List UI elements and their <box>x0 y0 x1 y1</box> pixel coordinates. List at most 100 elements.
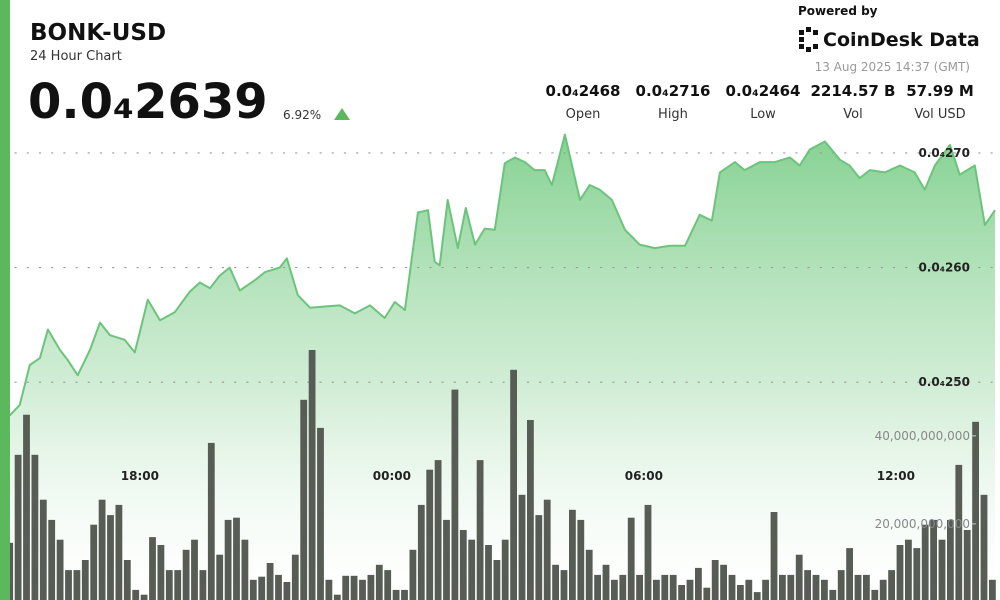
stat-value: 0.0₄2716 <box>636 82 711 100</box>
volume-bar <box>594 574 601 600</box>
volume-bar <box>711 560 719 600</box>
volume-bar <box>888 570 895 600</box>
volume-bar <box>207 442 215 600</box>
volume-bar <box>753 592 761 600</box>
volume-bar <box>107 515 114 600</box>
volume-bar <box>930 519 937 600</box>
x-tick-label: 06:00 <box>625 469 663 483</box>
stat-label: Low <box>750 107 776 122</box>
volume-bar <box>350 575 358 600</box>
stat-label: High <box>658 107 688 122</box>
volume-bar <box>703 587 711 600</box>
volume-bar <box>518 494 526 600</box>
volume-bar <box>821 579 828 600</box>
volume-bar <box>619 574 627 600</box>
stat-label: Vol <box>843 107 862 122</box>
volume-bar <box>854 574 862 600</box>
volume-bar <box>300 399 308 600</box>
volume-bar <box>896 545 904 600</box>
volume-bar <box>359 579 366 600</box>
volume-bar <box>216 554 224 600</box>
stats: 0.0₄2468 Open 0.0₄2716 High 0.0₄2464 Low… <box>546 82 974 122</box>
volume-bar <box>871 589 879 600</box>
volume-bar <box>787 574 795 600</box>
powered-by: Powered by <box>798 4 878 18</box>
volume-bar <box>123 560 131 600</box>
volume-bar <box>459 530 467 600</box>
stat-label: Vol USD <box>914 107 965 122</box>
volume-bar <box>661 574 669 600</box>
volume-bar <box>417 504 425 600</box>
volume-bar <box>829 589 837 600</box>
volume-bar <box>602 564 610 600</box>
volume-bar <box>199 570 207 600</box>
y-tick-label: 0.0₄270 <box>918 146 970 160</box>
volume-bar <box>233 517 240 600</box>
volume-bar <box>392 589 400 600</box>
volume-bar <box>762 579 769 600</box>
volume-bar <box>980 494 988 600</box>
volume-bar <box>132 589 140 600</box>
volume-bar <box>770 512 778 600</box>
volume-bar <box>837 570 845 600</box>
volume-bar <box>989 579 996 600</box>
volume-bar <box>846 548 853 600</box>
title: BONK-USD <box>30 20 166 46</box>
volume-bar <box>283 582 291 600</box>
price-area <box>9 134 995 600</box>
volume-bar <box>56 539 64 600</box>
volume-bar <box>258 576 266 600</box>
volume-bar <box>384 570 392 600</box>
volume-bar <box>317 427 324 600</box>
volume-bar <box>569 509 576 600</box>
volume-bar <box>577 519 585 600</box>
volume-bar <box>560 570 568 600</box>
price-area-layer <box>9 134 995 600</box>
volume-bar <box>375 564 383 600</box>
stat-value: 57.99 M <box>906 82 974 100</box>
volume-bar <box>325 579 333 600</box>
axis-label-layer: 0.0₄250 0.0₄260 0.0₄270 18:00 00:00 06:00 12:0… <box>121 146 976 531</box>
volume-bar <box>686 579 694 600</box>
volume-bar <box>921 524 929 600</box>
stat-label: Open <box>566 107 601 122</box>
volume-bar <box>947 519 954 600</box>
change-percent: 6.92% <box>283 108 321 122</box>
volume-bar <box>737 585 744 600</box>
volume-bar <box>249 579 257 600</box>
volume-bar <box>409 549 417 600</box>
volume-bar <box>308 350 316 600</box>
volume-bar <box>913 548 921 600</box>
price-line-layer <box>8 133 996 417</box>
stat-value: 0.0₄2464 <box>726 82 801 100</box>
volume-layer <box>6 350 996 600</box>
volume-bar <box>611 579 618 600</box>
volume-bar <box>275 574 282 600</box>
volume-bar <box>149 537 156 600</box>
volume-bar <box>972 421 979 600</box>
volume-bar <box>476 460 484 600</box>
volume-bar <box>73 570 81 600</box>
volume-bar <box>23 414 30 600</box>
volume-bar <box>241 539 249 600</box>
volume-bar <box>426 469 434 600</box>
volume-bar <box>165 570 173 600</box>
y-tick-label: 0.0₄250 <box>918 375 970 389</box>
volume-bar <box>863 574 870 600</box>
volume-bar <box>291 554 299 600</box>
volume-bar <box>468 539 476 600</box>
volume-bar <box>451 389 459 600</box>
y-tick-label: 0.0₄260 <box>918 261 970 275</box>
volume-bar <box>65 570 72 600</box>
subtitle: 24 Hour Chart <box>30 49 122 64</box>
up-arrow <box>334 108 350 120</box>
volume-bar <box>501 539 509 600</box>
volume-bar <box>804 570 811 600</box>
volume-bar <box>485 545 492 600</box>
volume-bar <box>585 549 593 600</box>
x-tick-label: 00:00 <box>373 469 411 483</box>
volume-bar <box>90 524 98 600</box>
last-price: 0.0₄2639 <box>28 74 268 130</box>
volume-bar <box>493 560 501 600</box>
